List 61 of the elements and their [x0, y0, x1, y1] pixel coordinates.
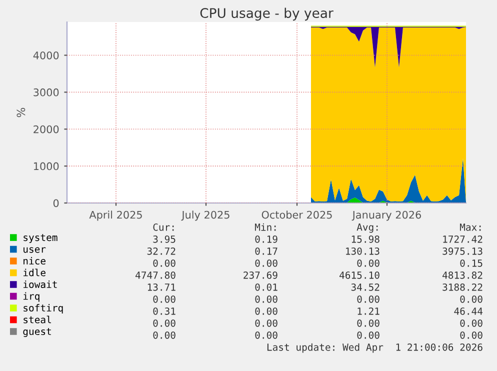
text: 0.15 — [460, 259, 482, 267]
y-axis-title: % — [16, 108, 26, 118]
legend-label: guest — [23, 328, 51, 337]
x-tick-label: July 2025 — [181, 210, 230, 221]
text: 4747.80 — [136, 271, 176, 279]
text: Min: — [254, 223, 276, 231]
text: 0.31 — [153, 307, 176, 315]
y-tick-label: 1000 — [34, 162, 59, 170]
text: 3975.13 — [442, 247, 482, 255]
y-tick-label: 0 — [53, 199, 59, 208]
text: Avg: — [356, 224, 378, 233]
text: 32.72 — [147, 247, 176, 255]
text: 3.95 — [153, 235, 176, 243]
text: 237.69 — [244, 271, 278, 279]
text: 1.21 — [358, 307, 380, 315]
text: 0.00 — [255, 295, 278, 303]
text: 0.01 — [255, 283, 278, 291]
text: 0.00 — [255, 307, 278, 315]
x-tick-label: October 2025 — [262, 210, 332, 219]
chart-title: CPU usage - by year — [200, 8, 334, 21]
text: Cur: — [153, 223, 174, 231]
text: 0.00 — [153, 259, 176, 267]
x-tick-label: April 2025 — [89, 210, 142, 221]
legend-label: nice — [24, 257, 46, 265]
text: 0.00 — [357, 331, 380, 339]
legend-label: irq — [23, 292, 40, 302]
text: 0.00 — [255, 259, 278, 267]
text: 130.13 — [346, 247, 380, 255]
text: 0.17 — [255, 247, 278, 255]
text: Last update: Wed Apr 1 21:00:06 2026 — [267, 343, 482, 353]
text: 0.00 — [153, 319, 176, 327]
text: 0.19 — [255, 235, 278, 243]
text: 34.52 — [351, 283, 380, 291]
y-tick-label: 2000 — [34, 125, 59, 134]
y-tick-label: 4000 — [33, 51, 59, 60]
text: 4615.10 — [340, 271, 380, 279]
legend-label: steal — [24, 316, 51, 324]
text: 0.00 — [460, 295, 482, 303]
text: Max: — [460, 224, 481, 231]
text: 4813.82 — [442, 271, 482, 279]
legend-label: softirq — [24, 304, 63, 314]
x-tick-label: January 2026 — [352, 210, 421, 221]
text: 1727.42 — [443, 235, 482, 243]
text: 0.00 — [460, 331, 482, 339]
text: 0.00 — [255, 319, 278, 327]
text: 13.71 — [148, 283, 176, 291]
text: 3188.22 — [442, 283, 482, 291]
text: 15.98 — [352, 235, 380, 243]
text: 0.00 — [357, 295, 380, 303]
legend-label: iowait — [23, 280, 57, 288]
text: 0.00 — [460, 319, 482, 327]
legend-label: system — [24, 234, 58, 243]
text: 0.00 — [357, 319, 380, 327]
text: 0.00 — [255, 331, 278, 339]
text: 0.00 — [153, 295, 176, 303]
legend-label: user — [24, 247, 46, 253]
legend-label: idle — [23, 268, 46, 276]
text: 0.00 — [357, 259, 380, 267]
text: 0.00 — [153, 331, 176, 339]
y-tick-label: 3000 — [34, 88, 59, 96]
text: 46.44 — [454, 307, 483, 315]
